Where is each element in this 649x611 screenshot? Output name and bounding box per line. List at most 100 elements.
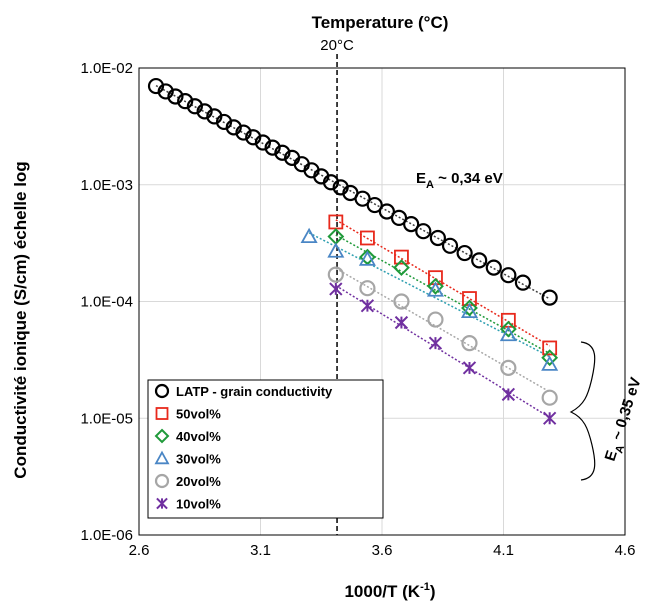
fit-line xyxy=(155,84,551,300)
data-point-latp-grain-conductivity xyxy=(485,259,502,276)
ea-bottom-main: E xyxy=(602,448,621,463)
data-point-30vol xyxy=(460,302,479,319)
data-point-latp-grain-conductivity xyxy=(177,93,194,110)
ea-top-main: E xyxy=(416,170,426,187)
data-point-20vol xyxy=(327,266,344,283)
x-axis-title-close: ) xyxy=(430,582,436,601)
data-point-40vol xyxy=(461,299,478,317)
data-point-latp-grain-conductivity xyxy=(378,203,395,220)
data-point-30vol xyxy=(327,242,345,258)
x-axis-title: 1000/T (K-1) xyxy=(344,581,435,601)
data-point-latp-grain-conductivity xyxy=(196,103,213,120)
data-point-10vol xyxy=(394,315,409,330)
y-tick-label: 1.0E-04 xyxy=(80,294,133,311)
data-point-50vol xyxy=(542,340,558,356)
fit-lines xyxy=(155,84,551,419)
legend-marker-40vol xyxy=(154,428,170,444)
data-point-20vol xyxy=(393,293,410,310)
ea-top-rest: ~ 0,34 eV xyxy=(434,170,503,187)
data-point-50vol xyxy=(394,249,409,265)
data-point-latp-grain-conductivity xyxy=(541,289,558,306)
legend-marker-30vol xyxy=(154,450,170,465)
data-point-40vol xyxy=(427,277,444,295)
data-points xyxy=(147,77,559,425)
data-point-latp-grain-conductivity xyxy=(441,237,459,254)
data-point-latp-grain-conductivity xyxy=(500,267,517,284)
reference-line-label: 20°C xyxy=(320,37,354,54)
ea-bottom-rest: ~ 0,35 eV xyxy=(607,375,644,446)
data-point-latp-grain-conductivity xyxy=(354,190,371,207)
legend: LATP - grain conductivity 50vol% 40vol% 30v… xyxy=(147,379,384,519)
data-point-latp-grain-conductivity xyxy=(167,88,184,105)
x-tick-label: 3.6 xyxy=(372,542,393,559)
data-point-20vol xyxy=(500,359,517,376)
data-point-20vol xyxy=(359,280,376,297)
y-tick-label: 1.0E-05 xyxy=(80,410,133,427)
y-tick-label: 1.0E-06 xyxy=(80,527,133,544)
data-point-10vol xyxy=(428,336,443,350)
data-point-latp-grain-conductivity xyxy=(157,83,174,100)
data-point-20vol xyxy=(461,335,478,352)
data-point-10vol xyxy=(462,361,477,375)
data-point-latp-grain-conductivity xyxy=(235,124,252,141)
data-point-latp-grain-conductivity xyxy=(264,139,281,156)
data-point-30vol xyxy=(300,227,318,244)
x-tick-label: 4.6 xyxy=(615,542,636,559)
legend-label-50vol: 50vol% xyxy=(176,407,221,422)
legend-marker-10vol xyxy=(156,497,168,510)
legend-box xyxy=(147,379,384,519)
data-point-50vol xyxy=(360,230,375,246)
data-point-10vol xyxy=(501,387,516,402)
y-tick-label: 1.0E-02 xyxy=(80,60,133,77)
x-tick-label: 3.1 xyxy=(250,542,271,559)
fit-line xyxy=(335,284,551,419)
x-tick-label: 2.6 xyxy=(129,542,150,559)
data-point-40vol xyxy=(327,228,345,245)
legend-label-20vol: 20vol% xyxy=(176,474,221,489)
data-point-latp-grain-conductivity xyxy=(456,244,473,262)
plot-frame xyxy=(138,67,626,536)
data-point-latp-grain-conductivity xyxy=(514,274,532,291)
data-point-40vol xyxy=(541,349,559,367)
x-axis-title-sup: -1 xyxy=(420,581,430,593)
ea-bottom-sub: A xyxy=(613,444,627,455)
data-point-latp-grain-conductivity xyxy=(366,196,383,214)
data-point-latp-grain-conductivity xyxy=(471,252,488,269)
data-point-30vol xyxy=(358,250,376,266)
data-point-10vol xyxy=(360,299,375,313)
x-tick-labels: 2.6 3.1 3.6 4.1 4.6 xyxy=(129,542,636,559)
data-point-latp-grain-conductivity xyxy=(245,129,262,146)
legend-label-latp-grain-conductivity: LATP - grain conductivity xyxy=(176,384,333,399)
activation-energy-annotation-bottom: EA ~ 0,35 eV xyxy=(602,375,649,464)
data-point-latp-grain-conductivity xyxy=(322,174,340,191)
right-brace xyxy=(569,341,596,481)
legend-marker-20vol xyxy=(154,473,170,489)
top-axis-title: Temperature (°C) xyxy=(312,13,449,32)
data-point-20vol xyxy=(427,311,444,328)
data-point-20vol xyxy=(541,389,558,406)
data-point-latp-grain-conductivity xyxy=(274,144,291,161)
activation-energy-annotation-top: EA ~ 0,34 eV xyxy=(416,170,503,191)
legend-marker-latp-grain-conductivity xyxy=(154,383,170,399)
data-point-30vol xyxy=(499,325,517,342)
x-tick-label: 4.1 xyxy=(493,542,514,559)
legend-label-40vol: 40vol% xyxy=(176,429,221,444)
data-point-40vol xyxy=(499,320,517,338)
data-point-30vol xyxy=(541,355,559,371)
data-point-latp-grain-conductivity xyxy=(254,134,272,151)
x-axis-title-main: 1000/T (K xyxy=(344,582,420,601)
legend-label-10vol: 10vol% xyxy=(176,497,221,512)
data-point-latp-grain-conductivity xyxy=(403,216,420,233)
data-point-40vol xyxy=(393,259,410,277)
data-point-10vol xyxy=(543,411,557,425)
data-point-30vol xyxy=(426,281,444,297)
data-point-latp-grain-conductivity xyxy=(186,98,203,115)
legend-label-30vol: 30vol% xyxy=(176,452,221,467)
legend-marker-50vol xyxy=(155,407,169,420)
y-axis-title: Conductivité ionique (S/cm) échelle log xyxy=(11,161,30,478)
y-tick-labels: 1.0E-06 1.0E-05 1.0E-04 1.0E-03 1.0E-02 xyxy=(80,60,133,544)
data-point-latp-grain-conductivity xyxy=(415,223,432,240)
data-point-10vol xyxy=(329,282,343,296)
y-tick-label: 1.0E-03 xyxy=(80,177,133,194)
